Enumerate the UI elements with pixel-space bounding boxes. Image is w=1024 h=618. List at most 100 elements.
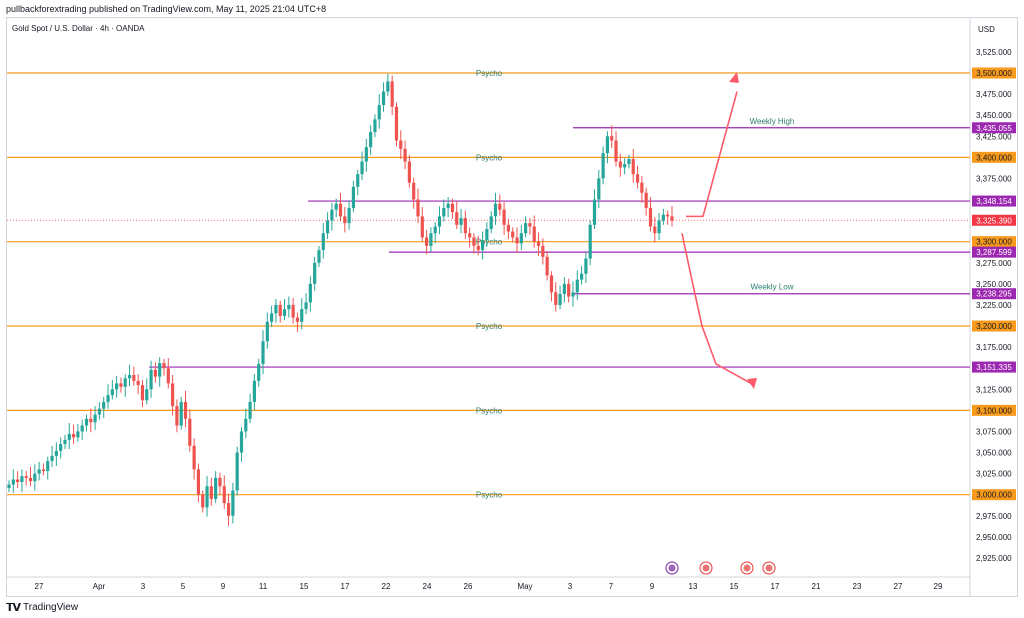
candle-body (403, 148, 407, 162)
candle-body (446, 203, 450, 208)
x-tick-label: 7 (609, 582, 614, 591)
projection-arrows (681, 72, 757, 390)
candle-body (549, 275, 554, 293)
candle-body (558, 293, 562, 305)
candle-body (330, 209, 334, 221)
x-tick-label: 29 (934, 582, 943, 591)
candle-body (89, 418, 93, 423)
candle-body (175, 406, 179, 426)
candle-body (244, 418, 248, 432)
x-tick-label: 9 (650, 582, 655, 591)
x-tick-label: Apr (93, 582, 106, 591)
psycho-level-label: Psycho (476, 322, 503, 331)
candle-body (239, 431, 244, 453)
candle-body (670, 216, 674, 221)
candle-body (476, 245, 480, 251)
candle-body (528, 223, 532, 227)
candle-body (63, 439, 67, 445)
purple-price-tag-text: 3,287.599 (976, 248, 1012, 257)
candle-body (59, 444, 63, 451)
candle-body (536, 241, 541, 246)
candle-body (653, 226, 657, 234)
candle-body (635, 174, 640, 183)
candlestick-series (7, 73, 674, 526)
candle-body (485, 229, 489, 240)
candle-body (54, 450, 58, 456)
candle-body (313, 262, 317, 284)
candle-body (524, 223, 528, 234)
event-dot-icon (668, 564, 676, 572)
candle-body (166, 368, 170, 384)
candle-body (46, 460, 50, 472)
publisher-caption: pullbackforextrading published on Tradin… (6, 4, 327, 14)
psycho-price-tag (972, 320, 1016, 332)
candle-body (119, 383, 123, 387)
candle-body (386, 81, 390, 92)
candle-body (282, 309, 287, 316)
candle-body (640, 182, 644, 193)
x-tick-label: 27 (894, 582, 903, 591)
candle-body (506, 224, 511, 232)
tradingview-brand[interactable]: 𝗧𝗩 TradingView (6, 601, 78, 614)
candle-body (605, 136, 610, 154)
candle-body (102, 401, 106, 409)
candle-body (338, 203, 343, 217)
purple-price-tag (972, 122, 1016, 134)
candle-body (257, 363, 261, 381)
candle-body (437, 216, 442, 227)
candle-body (192, 445, 196, 470)
candle-body (657, 220, 661, 234)
y-tick-label: 3,225.000 (976, 301, 1012, 310)
candle-body (648, 207, 653, 227)
chart-grid (7, 18, 971, 597)
psycho-price-tag-text: 3,200.000 (976, 322, 1012, 331)
psycho-price-tag-text: 3,400.000 (976, 153, 1012, 162)
candle-body (218, 477, 222, 487)
candle-body (334, 203, 338, 210)
candle-body (265, 321, 269, 342)
candle-body (373, 119, 377, 133)
y-tick-label: 3,525.000 (976, 48, 1012, 57)
y-tick-label: 3,175.000 (976, 343, 1012, 352)
time-axis: 27 Apr 3 5 9 11 15 17 22 24 26 May 3 7 9 13 15 17 21 23 27 29 (35, 582, 943, 591)
candle-body (278, 304, 282, 316)
candle-body (183, 401, 188, 419)
candle-body (541, 245, 545, 257)
candle-body (50, 455, 54, 461)
candle-body (498, 203, 502, 210)
candle-body (145, 389, 149, 401)
y-tick-label: 2,950.000 (976, 533, 1012, 542)
event-dot-icon (702, 564, 710, 572)
psycho-level-label: Psycho (476, 153, 503, 162)
tradingview-logo-icon: 𝗧𝗩 (6, 602, 21, 614)
bearish-arrowhead-icon (747, 378, 757, 390)
candle-body (33, 473, 37, 482)
candle-body (274, 304, 278, 314)
candle-body (252, 380, 256, 402)
candle-body (222, 486, 226, 504)
candle-body (11, 479, 15, 485)
candle-body (188, 418, 192, 446)
candle-body (597, 178, 601, 200)
purple-price-tag (972, 288, 1016, 300)
candle-body (429, 233, 433, 246)
candle-body (347, 207, 351, 224)
candle-body (24, 476, 28, 478)
candle-body (356, 174, 360, 187)
y-tick-label: 3,050.000 (976, 449, 1012, 458)
candle-body (325, 220, 330, 234)
candle-body (666, 214, 670, 217)
psycho-price-tag (972, 67, 1016, 79)
x-tick-label: 17 (771, 582, 780, 591)
candle-body (420, 216, 424, 238)
psycho-price-tag-text: 3,100.000 (976, 406, 1012, 415)
purple-price-tag-text: 3,238.295 (976, 290, 1012, 299)
chart-frame[interactable] (6, 17, 1018, 597)
candle-body (93, 414, 97, 423)
psycho-level-label: Psycho (476, 491, 503, 500)
candle-body (472, 237, 476, 246)
candle-body (532, 226, 536, 242)
purple-price-tag-text: 3,435.055 (976, 124, 1012, 133)
candle-body (554, 292, 558, 305)
